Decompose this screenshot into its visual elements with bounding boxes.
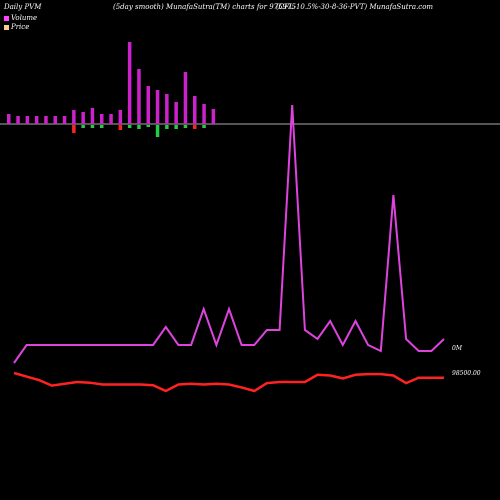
volume-bar-up [53, 116, 57, 124]
volume-bar-up [146, 86, 150, 124]
volume-bar-down [146, 125, 150, 127]
volume-bar-up [155, 90, 160, 124]
volume-bar-up [81, 112, 85, 124]
volume-bar-up [62, 116, 67, 124]
volume-bar-down [193, 125, 197, 129]
volume-bar-down [72, 125, 76, 133]
volume-bars [7, 42, 216, 137]
volume-axis-label: 0M [452, 345, 462, 352]
price-axis-label: 98500.00 [452, 370, 481, 377]
volume-bar-up [100, 114, 104, 124]
header-right: (CFL-10.5%-30-8-36-PVT) MunafaSutra.com [276, 3, 434, 11]
volume-line [13, 104, 445, 364]
volume-bar-up [34, 116, 39, 124]
volume-bar-down [118, 125, 123, 130]
volume-bar-down [202, 125, 206, 128]
volume-bar-up [44, 116, 48, 124]
volume-bar-down [155, 125, 160, 137]
volume-swatch-icon [4, 15, 9, 21]
volume-bar-up [90, 108, 95, 124]
volume-bar-up [127, 42, 132, 124]
volume-bar-up [202, 104, 206, 124]
legend-volume-label: Volume [11, 14, 38, 22]
volume-bar-up [165, 94, 169, 124]
volume-bar-up [109, 114, 113, 124]
volume-bar-down [100, 125, 104, 128]
price-line [13, 371, 444, 393]
header-left: Daily PVM [4, 3, 42, 11]
volume-bar-up [16, 116, 20, 124]
volume-bar-down [90, 125, 95, 128]
legend-volume: Volume [4, 14, 37, 22]
volume-bar-up [137, 69, 141, 124]
volume-bar-up [7, 114, 11, 124]
legend-price-label: Price [11, 23, 30, 31]
legend-price: Price [4, 23, 29, 31]
volume-bar-down [174, 125, 178, 129]
volume-bar-down [165, 125, 169, 129]
volume-bar-down [127, 125, 132, 128]
volume-bar-up [211, 109, 216, 124]
volume-bar-up [118, 110, 123, 124]
volume-bar-up [25, 116, 30, 124]
volume-bar-up [72, 110, 76, 124]
volume-bar-up [174, 102, 178, 124]
header-middle: (5day smooth) MunafaSutra(TM) charts for… [113, 3, 296, 11]
volume-bar-up [193, 96, 197, 124]
volume-bar-down [183, 125, 188, 128]
volume-bar-down [137, 125, 141, 129]
price-swatch-icon [4, 24, 9, 30]
volume-bar-down [81, 125, 85, 128]
volume-bar-up [183, 72, 188, 124]
